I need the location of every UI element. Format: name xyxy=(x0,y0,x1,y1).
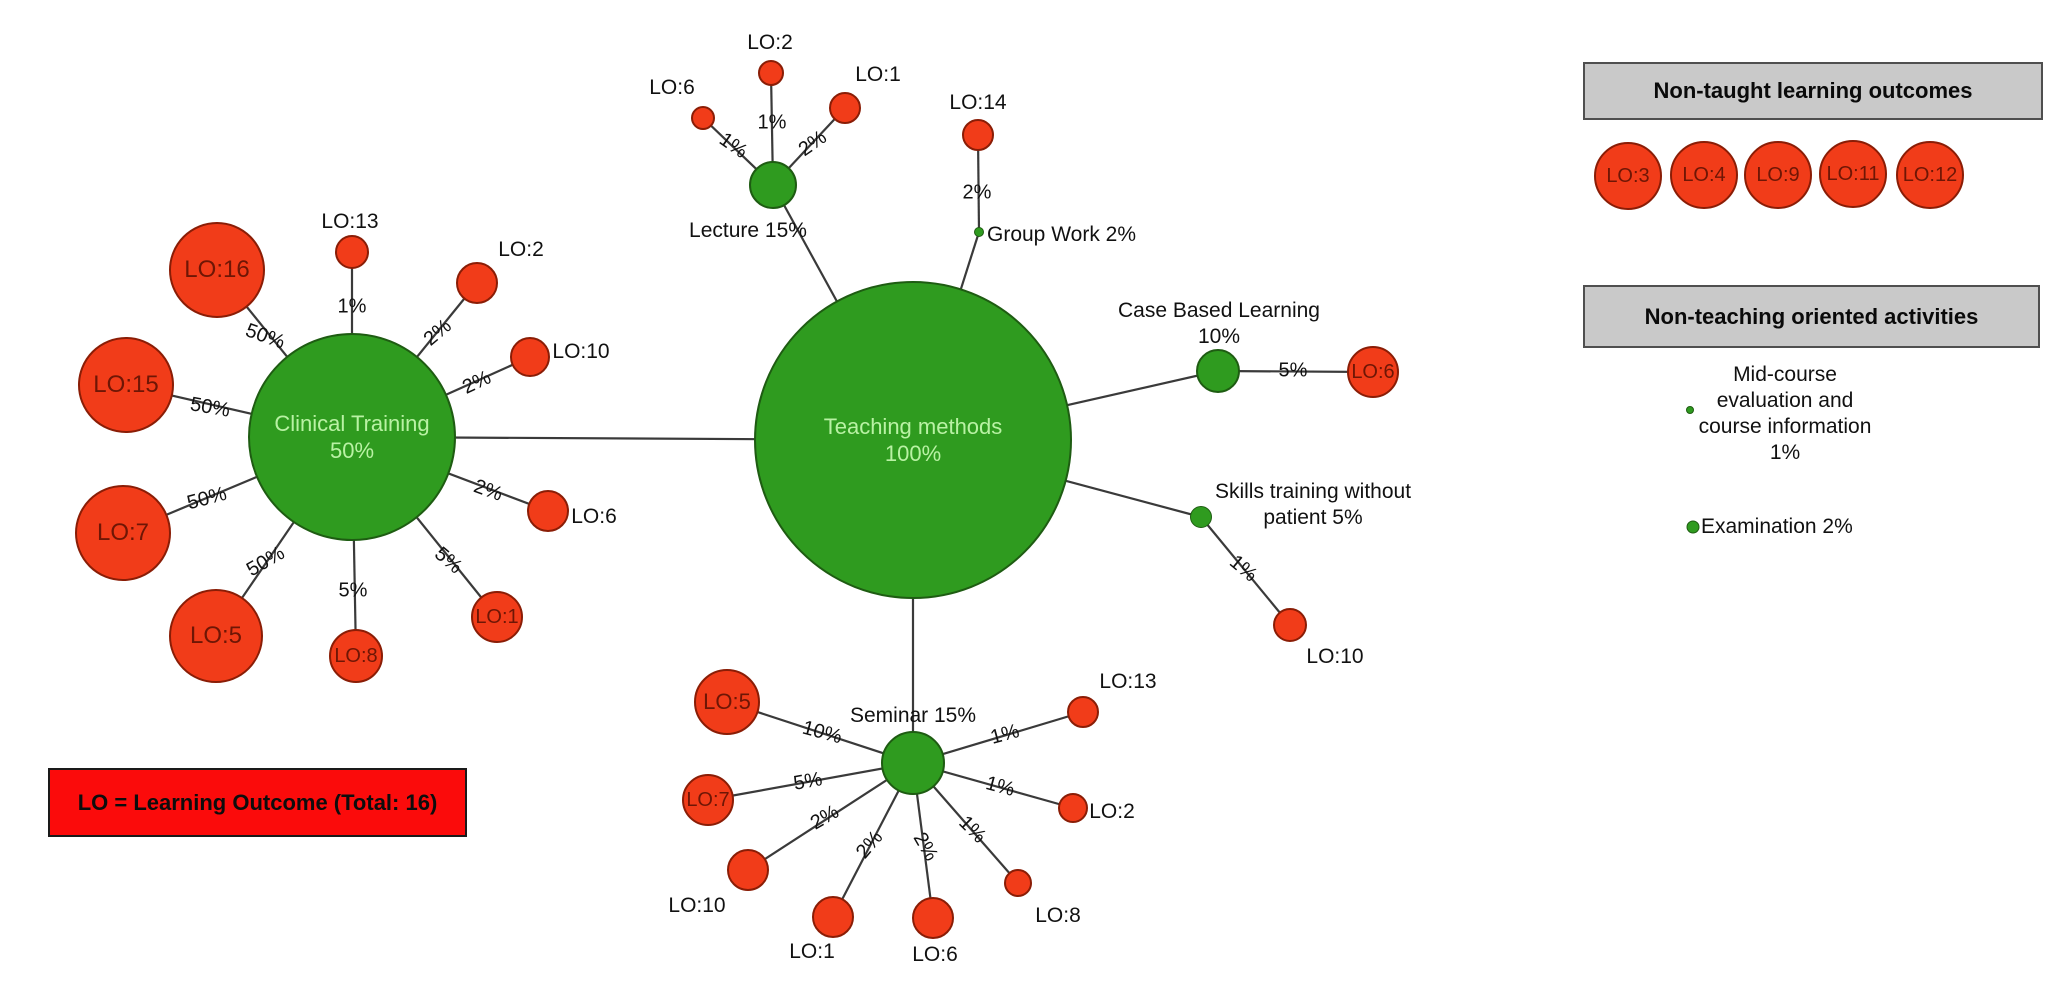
node-clinical-training: Clinical Training 50% xyxy=(248,333,456,541)
seminar-label: Seminar 15% xyxy=(849,704,977,727)
node-clinical-lo6 xyxy=(527,490,569,532)
node-clinical-lo13 xyxy=(335,235,369,269)
legend-node-lo12: LO:12 xyxy=(1896,141,1964,209)
node-label: LO:1 xyxy=(789,940,835,963)
legend-node-lo3: LO:3 xyxy=(1594,142,1662,210)
node-groupwork-lo14 xyxy=(962,119,994,151)
node-clinical-lo8: LO:8 xyxy=(329,629,383,683)
legend-node-lo11: LO:11 xyxy=(1819,140,1887,208)
node-seminar-lo6 xyxy=(912,897,954,939)
node-seminar xyxy=(881,731,945,795)
node-label: LO:6 xyxy=(649,76,695,99)
node-lecture-lo1 xyxy=(829,92,861,124)
node-lecture-lo2 xyxy=(758,60,784,86)
midcourse-label: Mid-course evaluation and course informa… xyxy=(1698,363,1872,464)
node-clinical-lo7: LO:7 xyxy=(75,485,171,581)
edge-line xyxy=(976,134,981,233)
edge-label: 1% xyxy=(337,295,367,318)
node-case-based-learning xyxy=(1196,349,1240,393)
node-lecture-lo6 xyxy=(691,106,715,130)
node-cbl-lo6: LO:6 xyxy=(1347,346,1399,398)
examination-label: Examination 2% xyxy=(1701,515,1853,538)
node-seminar-lo2 xyxy=(1058,793,1088,823)
node-skills-lo10 xyxy=(1273,608,1307,642)
node-teaching-methods: Teaching methods 100% xyxy=(754,281,1072,599)
node-label: LO:2 xyxy=(498,238,544,261)
node-label: LO:2 xyxy=(1089,800,1135,823)
node-lecture xyxy=(749,161,797,209)
node-label: LO:10 xyxy=(552,340,610,363)
node-label: LO:10 xyxy=(668,894,726,917)
node-clinical-lo1: LO:1 xyxy=(471,591,523,643)
node-label: LO:2 xyxy=(747,31,793,54)
node-label: LO:8 xyxy=(1035,904,1081,927)
node-clinical-lo15: LO:15 xyxy=(78,337,174,433)
edge-label: 5% xyxy=(791,768,825,795)
node-label: LO:6 xyxy=(912,943,958,966)
node-clinical-lo16: LO:16 xyxy=(169,222,265,318)
skills-training-label: Skills training without patient 5% xyxy=(1214,480,1412,529)
node-label: LO:6 xyxy=(571,505,617,528)
clinical-training-label: Clinical Training 50% xyxy=(274,411,430,463)
node-clinical-lo2 xyxy=(456,262,498,304)
node-clinical-lo5: LO:5 xyxy=(169,589,263,683)
node-seminar-lo1 xyxy=(812,896,854,938)
node-group-work xyxy=(974,227,984,237)
node-seminar-lo8 xyxy=(1004,869,1032,897)
legend-header-nonteaching: Non-teaching oriented activities xyxy=(1583,285,2040,348)
examination-dot xyxy=(1686,520,1700,534)
node-label: LO:13 xyxy=(1099,670,1157,693)
node-label: LO:13 xyxy=(321,210,379,233)
node-label: LO:14 xyxy=(949,91,1007,114)
lecture-label: Lecture 15% xyxy=(689,219,807,242)
edge-label: 1% xyxy=(757,111,787,134)
teaching-methods-label: Teaching methods 100% xyxy=(823,414,1003,466)
node-skills-training xyxy=(1190,506,1212,528)
case-based-learning-label: Case Based Learning 10% xyxy=(1118,299,1320,348)
edge-label: 5% xyxy=(338,579,368,602)
edge-label: 5% xyxy=(1278,359,1308,382)
edge-line xyxy=(707,761,914,802)
legend-header-nontaught: Non-taught learning outcomes xyxy=(1583,62,2043,120)
legend-node-lo9: LO:9 xyxy=(1744,141,1812,209)
node-clinical-lo10 xyxy=(510,337,550,377)
node-label: LO:1 xyxy=(855,63,901,86)
node-seminar-lo10 xyxy=(727,849,769,891)
node-label: LO:10 xyxy=(1306,645,1364,668)
group-work-label: Group Work 2% xyxy=(987,223,1136,246)
node-seminar-lo13 xyxy=(1067,696,1099,728)
midcourse-dot xyxy=(1686,406,1694,414)
legend-node-lo4: LO:4 xyxy=(1670,141,1738,209)
node-seminar-lo7: LO:7 xyxy=(682,774,734,826)
edge-line xyxy=(1200,516,1291,626)
lo-note-box: LO = Learning Outcome (Total: 16) xyxy=(48,768,467,837)
edge-label: 2% xyxy=(962,181,992,204)
node-seminar-lo5: LO:5 xyxy=(694,669,760,735)
